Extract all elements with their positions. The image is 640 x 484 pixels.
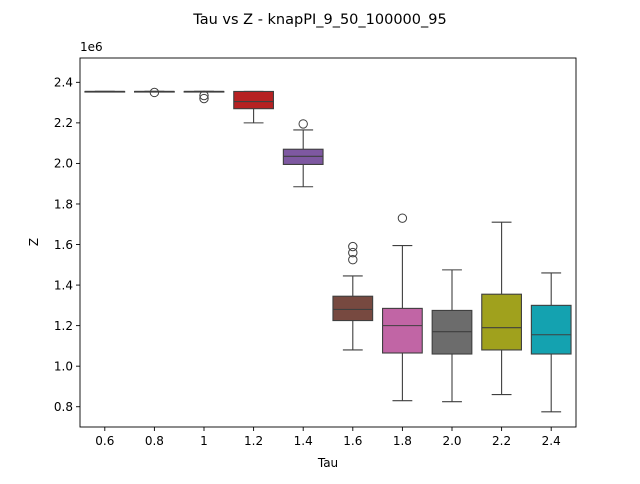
outlier-point: [397, 213, 408, 223]
box-group-0-8: [134, 87, 175, 98]
outlier-point: [298, 119, 308, 129]
y-axis-offset-label: 1e6: [80, 40, 103, 54]
plot-frame: [79, 57, 577, 428]
outlier-point: [199, 93, 209, 104]
box-iqr: [530, 304, 572, 355]
box-group-1-4: [282, 119, 324, 188]
box-group-0-6: [84, 90, 126, 93]
box-group-2-4: [530, 272, 572, 413]
x-tick-label: 2.4: [542, 434, 561, 448]
x-tick-label: 1.2: [244, 434, 263, 448]
box-group-2-0: [431, 269, 473, 403]
y-tick-label: 1.8: [54, 197, 73, 211]
x-tick-label: 0.8: [145, 434, 164, 448]
box-group-1: [183, 90, 225, 104]
y-tick-label: 1.0: [54, 359, 73, 373]
axes: 0.8 1.0 1.2 1.4 1.6 1.8 2.0 2.2 2.4 0.6 0.8 1 1.2 1.4…: [54, 57, 577, 448]
x-tick-label: 1.6: [343, 434, 362, 448]
outlier-point: [149, 87, 160, 98]
y-tick-label: 0.8: [54, 400, 73, 414]
x-tick-label: 2.0: [442, 434, 461, 448]
box-iqr: [332, 295, 374, 322]
y-tick-label: 2.4: [54, 76, 73, 90]
box-iqr: [382, 307, 423, 354]
outlier-point: [348, 255, 358, 265]
x-axis-label: Tau: [317, 456, 338, 470]
box-group-2-2: [481, 221, 522, 396]
x-tick-label: 2.2: [492, 434, 511, 448]
x-tick-label: 1.8: [393, 434, 412, 448]
y-tick-label: 1.4: [54, 278, 73, 292]
x-tick-label: 0.6: [95, 434, 114, 448]
chart-title: Tau vs Z - knapPI_9_50_100000_95: [192, 12, 446, 28]
box-iqr: [481, 293, 522, 351]
box-group-1-2: [233, 90, 274, 124]
x-tick-label: 1: [200, 434, 208, 448]
y-tick-label: 1.2: [54, 319, 73, 333]
y-tick-label: 1.6: [54, 238, 73, 252]
box-group-1-6: [332, 241, 374, 351]
outlier-point: [199, 90, 209, 101]
y-tick-label: 2.0: [54, 157, 73, 171]
y-axis-label: Z: [27, 238, 41, 246]
outlier-point: [348, 241, 358, 252]
x-tick-label: 1.4: [294, 434, 313, 448]
plot-area: [84, 87, 572, 413]
box-group-1-8: [382, 213, 423, 402]
box-iqr: [233, 90, 274, 110]
y-tick-label: 2.2: [54, 116, 73, 130]
outlier-point: [348, 247, 358, 258]
